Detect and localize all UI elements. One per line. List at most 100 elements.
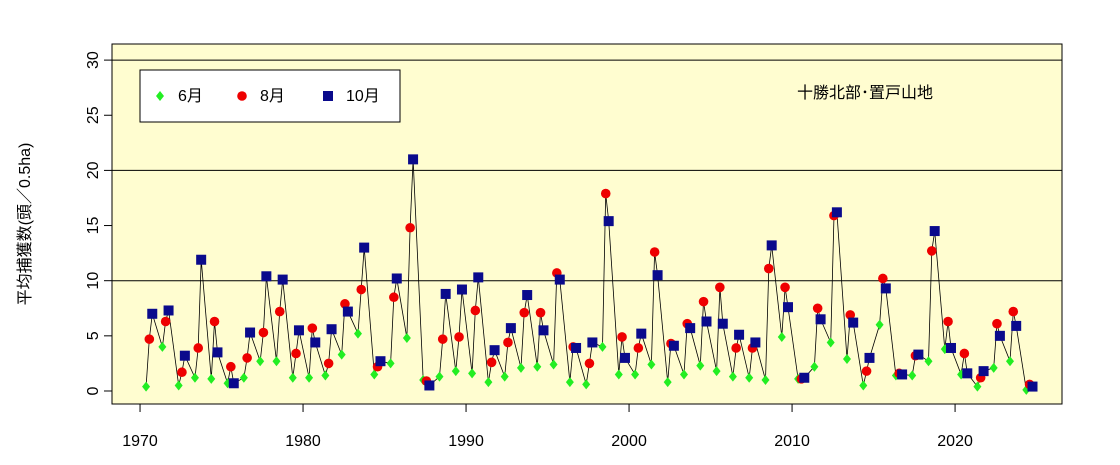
point-circle (389, 292, 399, 303)
point-square (603, 216, 614, 227)
point-circle (519, 307, 530, 318)
y-tick-label: 15 (85, 217, 102, 235)
point-diamond (663, 377, 672, 388)
x-tick-label: 2000 (611, 433, 647, 450)
point-diamond (321, 370, 330, 381)
point-square (163, 305, 174, 316)
point-square (424, 380, 435, 391)
point-square (212, 347, 223, 358)
point-circle (356, 284, 367, 295)
point-diamond (875, 319, 884, 330)
point-circle (405, 222, 415, 233)
point-diamond (777, 331, 786, 342)
point-circle (812, 303, 823, 314)
point-diamond (484, 377, 493, 388)
point-circle (437, 334, 448, 344)
point-square (782, 302, 793, 313)
point-diamond (207, 373, 216, 384)
point-square (913, 349, 924, 360)
point-diamond (533, 361, 542, 372)
legend-box (139, 69, 401, 123)
point-diamond (435, 371, 444, 382)
point-square (342, 306, 353, 317)
legend-marker (323, 91, 333, 101)
point-square (766, 240, 777, 251)
legend-marker (156, 91, 164, 101)
point-square (571, 342, 582, 353)
point-circle (1008, 306, 1019, 317)
point-diamond (598, 341, 607, 352)
x-tick-label: 2010 (774, 433, 810, 450)
point-diamond (256, 356, 265, 367)
point-square (815, 314, 826, 325)
point-circle (878, 273, 888, 284)
point-diamond (549, 359, 558, 370)
y-tick-label: 10 (85, 272, 102, 290)
point-square (848, 317, 859, 328)
point-square (277, 274, 288, 285)
point-square (734, 329, 745, 340)
x-tick-label: 2020 (937, 433, 973, 450)
point-square (245, 327, 256, 338)
point-diamond (696, 360, 705, 371)
point-square (326, 324, 337, 335)
point-square (717, 318, 728, 329)
point-diamond (516, 362, 525, 373)
point-circle (177, 367, 187, 378)
point-square (261, 271, 272, 282)
point-diamond (468, 368, 477, 379)
point-diamond (158, 341, 167, 352)
point-diamond (565, 377, 574, 388)
point-diamond (370, 369, 379, 380)
x-tick-label: 1990 (448, 433, 484, 450)
point-square (489, 345, 500, 356)
point-diamond (842, 354, 851, 364)
point-circle (291, 348, 301, 359)
point-circle (845, 310, 856, 320)
point-square (408, 154, 419, 165)
point-diamond (451, 366, 460, 377)
point-circle (617, 332, 627, 342)
point-square (440, 288, 451, 299)
point-circle (535, 307, 546, 318)
point-circle (861, 366, 872, 376)
point-circle (274, 306, 285, 317)
point-circle (600, 188, 611, 199)
point-diamond (337, 349, 346, 360)
point-diamond (1006, 356, 1015, 367)
point-circle (698, 296, 709, 307)
point-diamond (728, 371, 737, 382)
point-circle (144, 334, 155, 344)
point-square (978, 366, 989, 377)
y-tick-label: 25 (85, 106, 102, 124)
point-circle (584, 358, 595, 369)
point-circle (649, 247, 660, 257)
point-diamond (908, 370, 917, 381)
point-circle (763, 263, 774, 274)
point-circle (992, 318, 1002, 329)
point-square (652, 270, 663, 281)
point-diamond (647, 359, 656, 370)
point-diamond (288, 372, 297, 383)
point-circle (486, 357, 497, 368)
point-circle (226, 361, 236, 372)
point-square (228, 378, 239, 389)
point-square (505, 323, 516, 334)
y-tick-label: 0 (85, 386, 102, 395)
y-axis-label: 平均捕獲数(頭／0.5ha) (16, 143, 34, 306)
point-square (799, 372, 810, 383)
y-tick-label: 20 (85, 161, 102, 179)
x-tick-label: 1980 (285, 433, 321, 450)
point-square (701, 316, 712, 327)
point-diamond (272, 356, 281, 367)
point-diamond (142, 381, 151, 392)
point-diamond (761, 374, 770, 385)
point-square (179, 350, 190, 361)
point-square (359, 242, 370, 253)
point-square (196, 254, 207, 265)
point-square (864, 352, 875, 363)
point-diamond (973, 381, 982, 392)
point-diamond (500, 371, 509, 382)
point-diamond (190, 372, 199, 383)
